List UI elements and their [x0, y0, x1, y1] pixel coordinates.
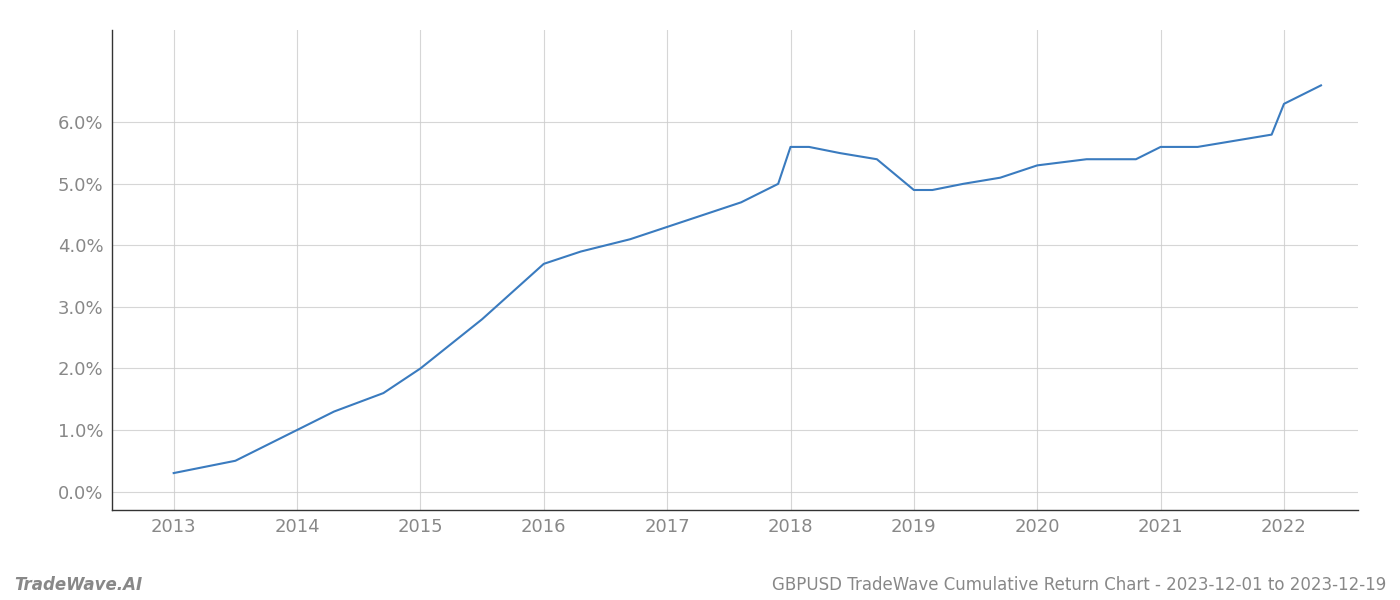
- Text: GBPUSD TradeWave Cumulative Return Chart - 2023-12-01 to 2023-12-19: GBPUSD TradeWave Cumulative Return Chart…: [771, 576, 1386, 594]
- Text: TradeWave.AI: TradeWave.AI: [14, 576, 143, 594]
